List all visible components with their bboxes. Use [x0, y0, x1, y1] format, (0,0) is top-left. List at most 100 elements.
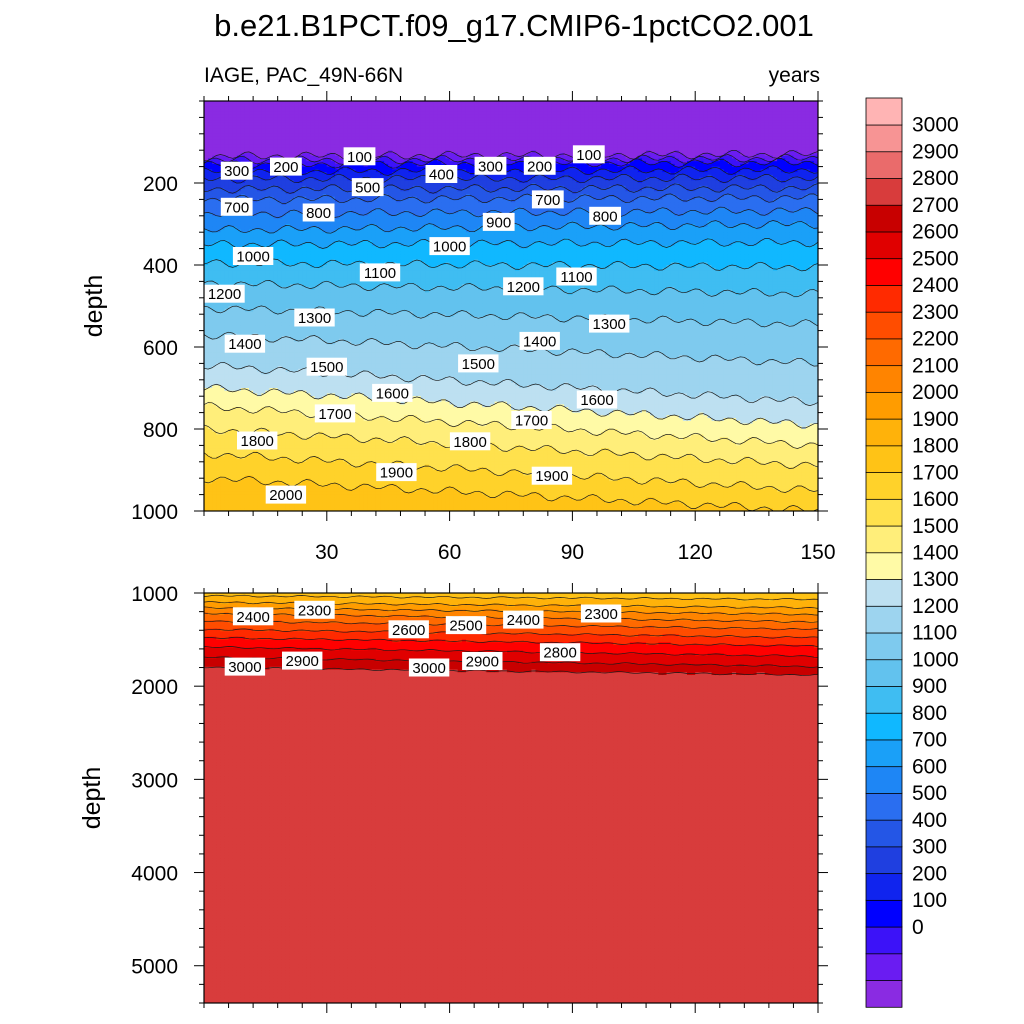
contour-label-text: 2300	[584, 606, 617, 623]
contour-line-2600	[204, 628, 818, 639]
colorbar-label: 3000	[912, 114, 959, 137]
colorbar-label: 2800	[912, 167, 959, 190]
contour-label-text: 1300	[298, 310, 331, 327]
y-axis-label: depth	[80, 275, 108, 338]
contour-label: 100	[572, 145, 605, 164]
contour-label: 1900	[531, 466, 573, 485]
contour-line-1200	[204, 541, 818, 545]
contour-label: 500	[351, 178, 384, 197]
colorbar-label: 1900	[912, 408, 959, 431]
contour-line-1900	[204, 452, 818, 493]
y-tick-label: 800	[143, 419, 178, 442]
contour-label: 1800	[237, 431, 278, 450]
contour-label-text: 3000	[228, 659, 261, 676]
contour-label-text: 700	[535, 192, 560, 209]
y-tick-label: 600	[143, 337, 178, 360]
contour-line-1100	[204, 536, 818, 539]
colorbar-label: 2000	[912, 381, 959, 404]
contour-label: 2400	[232, 607, 274, 626]
contour-label: 1500	[306, 357, 347, 376]
contour-label-text: 1900	[535, 468, 568, 485]
colorbar-swatch	[865, 471, 903, 500]
contour-label-text: 1600	[376, 385, 409, 402]
colorbar-swatch	[865, 338, 903, 367]
contour-label-text: 100	[347, 149, 372, 166]
contour-line-1700	[204, 402, 818, 449]
colorbar-label: 300	[912, 836, 947, 859]
contour-label-text: 2800	[543, 645, 576, 662]
contour-label: 1700	[314, 404, 356, 423]
contour-label: 1400	[519, 331, 560, 350]
contour-label-text: 2600	[392, 622, 425, 639]
colorbar-swatch	[865, 605, 903, 634]
x-tick-label: 150	[800, 541, 835, 564]
contour-label-text: 900	[486, 214, 511, 231]
contour-line-1400	[204, 331, 818, 367]
colorbar-label: 2200	[912, 328, 959, 351]
x-tick-label: 120	[678, 541, 713, 564]
y-tick-label: 200	[143, 173, 178, 196]
contour-label-text: 2400	[236, 609, 269, 626]
lower-panel: 2400 2300 2600 2500 2400 2300 3000 2900 3000 2900…	[78, 513, 828, 1013]
contour-label-text: 2900	[286, 653, 319, 670]
colorbar-swatch	[865, 391, 903, 420]
contour-label: 3000	[224, 657, 266, 676]
contour-line-2000	[747, 593, 818, 594]
colorbar-label: 1300	[912, 568, 959, 591]
chart-subtitle-variable: IAGE, PAC_49N-66N	[204, 64, 403, 87]
contour-line-2100	[204, 594, 818, 601]
colorbar-swatch	[865, 258, 903, 286]
contour-line-2000	[204, 476, 818, 511]
contour-line-300	[204, 513, 818, 515]
colorbar-label: 600	[912, 755, 947, 778]
contour-label: 200	[523, 156, 556, 175]
contour-label-text: 500	[355, 180, 380, 197]
colorbar-swatch	[865, 979, 903, 1008]
contour-label-text: 1400	[228, 336, 261, 353]
contour-line-2200	[204, 549, 818, 579]
contour-label: 2600	[388, 620, 429, 639]
contour-line-500	[204, 516, 818, 518]
colorbar-swatch	[865, 552, 903, 580]
contour-label: 1200	[204, 284, 245, 303]
contour-label-text: 1100	[560, 269, 592, 286]
colorbar-label: 1000	[912, 648, 959, 671]
contour-label: 1200	[503, 277, 544, 296]
colorbar-label: 2100	[912, 354, 959, 377]
contour-line-2700	[204, 636, 818, 648]
contour-line-2100	[204, 521, 818, 542]
colorbar-label: 2300	[912, 301, 959, 324]
contour-line-2800	[204, 646, 818, 658]
contour-label: 100	[343, 147, 376, 166]
colorbar-label: 2400	[912, 274, 959, 297]
contour-line-700	[204, 193, 818, 204]
contour-label-text: 1200	[208, 286, 241, 303]
contour-label: 800	[589, 206, 621, 225]
colorbar-swatch	[865, 819, 903, 848]
colorbar-swatch	[865, 632, 903, 661]
upper-panel: 300 200 100 400 300 200 100 500 700 800 700 900 800 1…	[80, 91, 836, 579]
contour-line-700	[204, 521, 818, 523]
contour-line-1500	[204, 559, 818, 569]
contour-label-text: 200	[273, 159, 298, 176]
contour-label: 300	[474, 156, 507, 175]
contour-label: 1000	[429, 237, 470, 256]
colorbar-swatch	[865, 659, 903, 687]
colorbar-label: 1400	[912, 542, 959, 565]
contour-line-1900	[204, 580, 818, 589]
colorbar-swatch	[865, 364, 903, 393]
contour-line-500	[204, 173, 818, 184]
colorbar-swatch	[865, 284, 903, 313]
contour-label: 700	[220, 197, 253, 216]
contour-label-text: 2300	[298, 602, 331, 619]
contour-label: 1300	[589, 314, 630, 333]
contour-field-lower	[204, 513, 818, 1003]
contour-label-text: 1400	[523, 333, 556, 350]
colorbar-swatch	[865, 177, 903, 206]
contour-line-1600	[204, 383, 818, 429]
colorbar-label: 800	[912, 702, 947, 725]
contour-line-600	[204, 519, 818, 521]
contour-label-text: 1500	[310, 359, 343, 376]
colorbar-label: 200	[912, 862, 947, 885]
